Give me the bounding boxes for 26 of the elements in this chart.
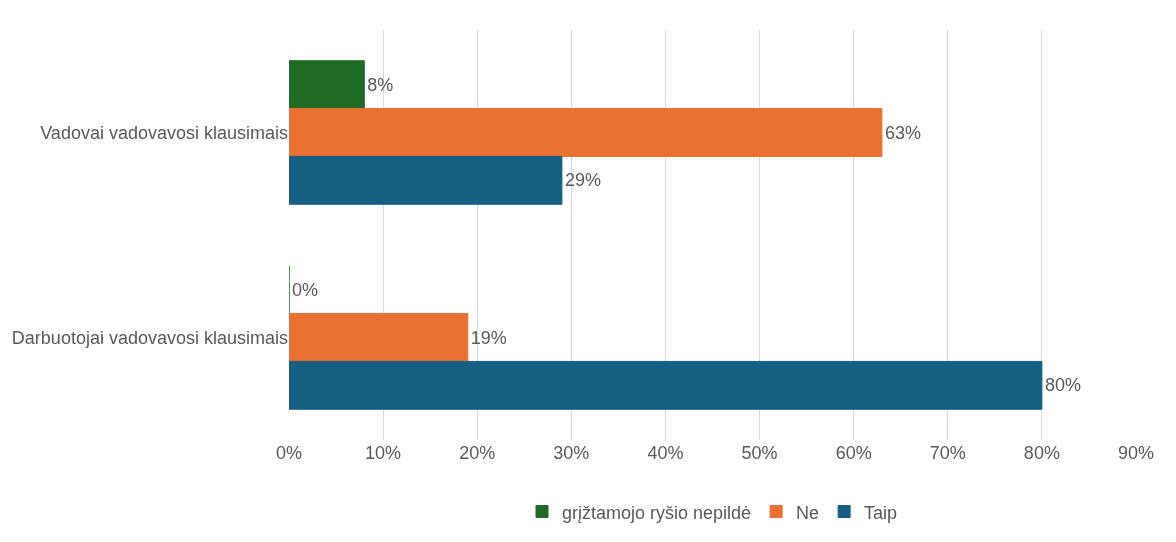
legend-label: grįžtamojo ryšio nepildė <box>562 502 752 523</box>
bar <box>289 155 563 205</box>
legend-label: Ne <box>796 502 820 523</box>
data-label: 80% <box>1044 375 1081 396</box>
bar <box>289 313 469 362</box>
x-tick-label: 60% <box>835 443 872 463</box>
bar <box>289 360 1043 410</box>
x-tick-label: 20% <box>459 443 496 463</box>
data-label: 0% <box>292 279 319 300</box>
x-tick-label: 50% <box>741 443 778 463</box>
data-label: 63% <box>884 122 921 143</box>
data-label: 8% <box>367 74 394 95</box>
x-tick-label: 10% <box>365 443 402 463</box>
x-tick-label: 90% <box>1117 443 1155 463</box>
x-tick-label: 0% <box>275 443 303 463</box>
x-tick-label: 80% <box>1023 443 1060 463</box>
data-label: 29% <box>564 170 601 191</box>
y-tick-label: Darbuotojai vadovavosi klausimais <box>11 327 288 348</box>
x-tick-label: 40% <box>647 443 684 463</box>
x-tick-label: 70% <box>929 443 966 463</box>
bar <box>289 108 883 157</box>
y-tick-label: Vadovai vadovavosi klausimais <box>40 122 288 143</box>
data-label: 19% <box>470 327 507 348</box>
bar <box>289 60 365 110</box>
x-tick-label: 30% <box>553 443 590 463</box>
legend-label: Taip <box>864 502 898 523</box>
